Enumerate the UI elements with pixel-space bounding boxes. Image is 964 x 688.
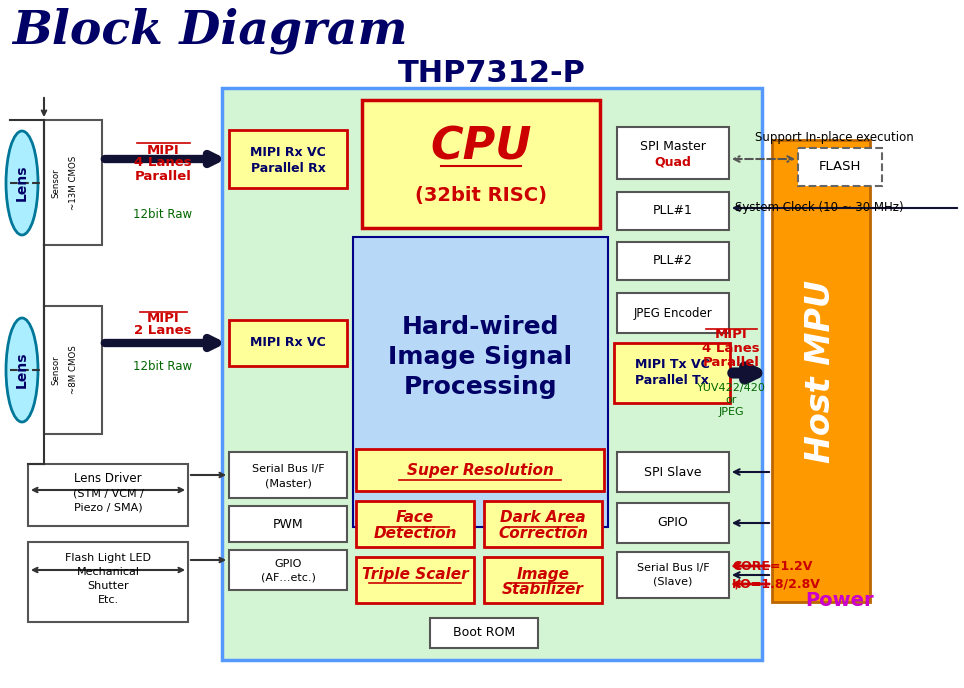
Bar (353, 237, 608, 527)
Bar (44, 306, 102, 434)
Text: Shutter: Shutter (87, 581, 129, 591)
Text: JPEG Encoder: JPEG Encoder (633, 306, 712, 319)
Text: CPU: CPU (430, 125, 532, 169)
Bar (44, 120, 102, 245)
Bar (617, 192, 729, 230)
Text: (Master): (Master) (264, 478, 311, 488)
Text: Quad: Quad (655, 155, 691, 169)
Text: MIPI: MIPI (714, 328, 747, 341)
Text: (32bit RISC): (32bit RISC) (415, 186, 547, 204)
Text: Super Resolution: Super Resolution (407, 462, 553, 477)
Text: PLL#2: PLL#2 (653, 255, 693, 268)
Bar (617, 452, 729, 492)
Bar (617, 242, 729, 280)
Text: Piezo / SMA): Piezo / SMA) (73, 503, 143, 513)
Text: (Slave): (Slave) (654, 577, 693, 587)
Bar (798, 148, 882, 186)
Text: GPIO: GPIO (657, 517, 688, 530)
Bar (356, 501, 474, 547)
Text: Correction: Correction (498, 526, 588, 541)
Text: Sensor: Sensor (51, 168, 61, 198)
Text: PWM: PWM (273, 517, 304, 530)
Ellipse shape (6, 318, 38, 422)
Text: Host MPU: Host MPU (805, 279, 838, 462)
Text: (STM / VCM /: (STM / VCM / (72, 488, 144, 498)
Text: ~13M CMOS: ~13M CMOS (68, 156, 77, 210)
Text: Serial Bus I/F: Serial Bus I/F (636, 563, 710, 573)
Bar (617, 293, 729, 333)
Text: Parallel: Parallel (703, 356, 760, 369)
Bar (222, 88, 762, 660)
Text: 4 Lanes: 4 Lanes (702, 343, 760, 356)
Text: SPI Slave: SPI Slave (644, 466, 702, 478)
Text: 12bit Raw: 12bit Raw (133, 360, 193, 372)
Bar (356, 557, 474, 603)
Text: PLL#1: PLL#1 (653, 204, 693, 217)
Bar (484, 501, 602, 547)
Text: FLASH: FLASH (818, 160, 861, 173)
Text: THP7312-P: THP7312-P (398, 58, 586, 87)
Text: System Clock (10 ~ 30 MHz): System Clock (10 ~ 30 MHz) (735, 202, 903, 215)
Text: MIPI: MIPI (147, 312, 179, 325)
Text: Flash Light LED: Flash Light LED (65, 553, 151, 563)
Bar (617, 552, 729, 598)
Text: Power: Power (806, 590, 874, 610)
Bar (28, 542, 188, 622)
Text: JPEG: JPEG (718, 407, 744, 417)
Text: Lens: Lens (15, 352, 29, 388)
Text: ~8M CMOS: ~8M CMOS (68, 345, 77, 394)
Text: Face: Face (396, 510, 434, 526)
Text: Detection: Detection (373, 526, 457, 541)
Bar (229, 506, 347, 542)
Text: Serial Bus I/F: Serial Bus I/F (252, 464, 324, 474)
Text: Lens: Lens (15, 164, 29, 202)
Text: 4 Lanes: 4 Lanes (134, 156, 192, 169)
Bar (484, 557, 602, 603)
Bar (229, 320, 347, 366)
Text: Parallel Tx: Parallel Tx (635, 374, 709, 387)
Text: Mechanical: Mechanical (76, 567, 140, 577)
Text: Hard-wired: Hard-wired (402, 315, 559, 339)
Text: Lens Driver: Lens Driver (74, 473, 142, 486)
Text: MIPI Rx VC: MIPI Rx VC (250, 336, 326, 350)
Text: Sensor: Sensor (51, 355, 61, 385)
Text: 12bit Raw: 12bit Raw (133, 208, 193, 222)
Text: MIPI Tx VC: MIPI Tx VC (634, 358, 710, 371)
Text: CORE=1.2V: CORE=1.2V (732, 559, 813, 572)
Text: Dark Area: Dark Area (500, 510, 586, 526)
Text: GPIO: GPIO (275, 559, 302, 569)
Text: Etc.: Etc. (97, 595, 119, 605)
Text: Image: Image (517, 566, 570, 581)
Bar (772, 140, 870, 602)
Text: or: or (725, 395, 736, 405)
Text: Stabilizer: Stabilizer (502, 581, 584, 596)
Text: YUV422/420: YUV422/420 (697, 383, 765, 393)
Bar (430, 618, 538, 648)
Bar (356, 449, 604, 491)
Bar (617, 503, 729, 543)
Bar (614, 343, 730, 403)
Text: Processing: Processing (404, 375, 557, 399)
Bar (362, 100, 600, 228)
Bar (28, 464, 188, 526)
Bar (229, 550, 347, 590)
Text: Support In-place execution: Support In-place execution (755, 131, 914, 144)
Text: I/O=1.8/2.8V: I/O=1.8/2.8V (732, 577, 821, 590)
Text: MIPI Rx VC: MIPI Rx VC (250, 147, 326, 160)
Text: Parallel: Parallel (135, 169, 192, 182)
Text: SPI Master: SPI Master (640, 140, 706, 153)
Text: 2 Lanes: 2 Lanes (134, 325, 192, 338)
Bar (617, 127, 729, 179)
Text: MIPI: MIPI (147, 144, 179, 156)
Text: Image Signal: Image Signal (388, 345, 573, 369)
Text: Triple Scaler: Triple Scaler (362, 566, 469, 581)
Text: Boot ROM: Boot ROM (453, 627, 515, 640)
Text: (AF…etc.): (AF…etc.) (260, 573, 315, 583)
Bar (229, 130, 347, 188)
Text: Block Diagram: Block Diagram (12, 8, 408, 54)
Bar (229, 452, 347, 498)
Text: Parallel Rx: Parallel Rx (251, 162, 326, 175)
Ellipse shape (6, 131, 38, 235)
